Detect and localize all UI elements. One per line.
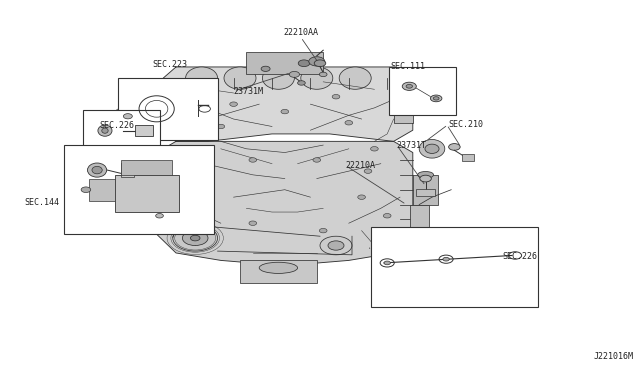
Ellipse shape: [150, 95, 161, 102]
Ellipse shape: [116, 108, 127, 115]
Ellipse shape: [449, 144, 460, 150]
Ellipse shape: [281, 109, 289, 114]
Bar: [371, 227, 538, 307]
Ellipse shape: [384, 261, 390, 265]
Ellipse shape: [161, 108, 172, 115]
Ellipse shape: [298, 60, 310, 67]
Ellipse shape: [430, 95, 442, 102]
Text: J221016M: J221016M: [594, 352, 634, 361]
Ellipse shape: [127, 95, 139, 102]
Ellipse shape: [249, 221, 257, 225]
Ellipse shape: [383, 214, 391, 218]
Ellipse shape: [92, 166, 102, 174]
Bar: [64, 145, 214, 234]
Ellipse shape: [433, 97, 439, 100]
Ellipse shape: [224, 67, 256, 89]
Ellipse shape: [418, 171, 434, 178]
Ellipse shape: [98, 125, 112, 136]
Text: 23731M: 23731M: [234, 87, 264, 96]
Polygon shape: [157, 86, 176, 123]
Ellipse shape: [156, 214, 163, 218]
Ellipse shape: [313, 158, 321, 162]
Text: 23731T: 23731T: [397, 141, 427, 150]
Polygon shape: [157, 67, 413, 141]
Ellipse shape: [309, 57, 325, 66]
Ellipse shape: [262, 67, 294, 89]
Ellipse shape: [204, 195, 212, 199]
Bar: [413, 175, 438, 205]
Bar: [115, 175, 179, 212]
Ellipse shape: [173, 225, 218, 251]
Ellipse shape: [402, 82, 417, 90]
Ellipse shape: [179, 147, 186, 151]
Bar: [240, 260, 317, 283]
Text: SEC.210: SEC.210: [448, 120, 483, 129]
Ellipse shape: [358, 195, 365, 199]
Ellipse shape: [118, 95, 170, 128]
Text: SEC.226: SEC.226: [502, 252, 538, 261]
Ellipse shape: [217, 124, 225, 129]
Ellipse shape: [406, 84, 413, 88]
Ellipse shape: [332, 94, 340, 99]
Bar: [122, 163, 134, 177]
Polygon shape: [394, 86, 413, 123]
Ellipse shape: [88, 163, 107, 177]
Ellipse shape: [345, 121, 353, 125]
Text: SEC.144: SEC.144: [24, 198, 60, 207]
Ellipse shape: [425, 144, 439, 154]
Ellipse shape: [320, 236, 352, 255]
Ellipse shape: [298, 81, 305, 85]
Ellipse shape: [127, 121, 138, 128]
Bar: [121, 160, 172, 175]
Polygon shape: [157, 141, 413, 264]
Ellipse shape: [419, 140, 445, 158]
Ellipse shape: [314, 60, 326, 67]
Bar: [83, 110, 160, 156]
Text: 22210A: 22210A: [346, 161, 376, 170]
Ellipse shape: [301, 67, 333, 89]
Ellipse shape: [150, 121, 161, 128]
Ellipse shape: [230, 102, 237, 106]
Bar: [118, 78, 218, 140]
Bar: [416, 189, 435, 196]
Ellipse shape: [249, 158, 257, 162]
Bar: [462, 154, 474, 161]
Ellipse shape: [259, 262, 298, 273]
Bar: [389, 67, 456, 115]
Bar: [89, 179, 115, 201]
Ellipse shape: [179, 214, 186, 218]
Ellipse shape: [124, 114, 132, 119]
Ellipse shape: [443, 257, 449, 261]
Bar: [246, 52, 323, 74]
Ellipse shape: [420, 175, 431, 182]
Text: SEC.111: SEC.111: [390, 62, 426, 71]
Ellipse shape: [289, 71, 300, 77]
Bar: [135, 125, 153, 136]
Text: SEC.223: SEC.223: [152, 60, 187, 69]
Ellipse shape: [328, 241, 344, 250]
Ellipse shape: [102, 128, 108, 133]
Ellipse shape: [261, 66, 270, 71]
Ellipse shape: [182, 231, 208, 246]
Ellipse shape: [198, 169, 205, 173]
Ellipse shape: [191, 235, 200, 241]
Ellipse shape: [81, 187, 91, 193]
Ellipse shape: [186, 67, 218, 89]
Ellipse shape: [364, 169, 372, 173]
Ellipse shape: [129, 102, 159, 121]
Text: SEC.226: SEC.226: [99, 121, 134, 130]
Ellipse shape: [371, 147, 378, 151]
Ellipse shape: [339, 67, 371, 89]
Ellipse shape: [319, 228, 327, 233]
Text: 22210AA: 22210AA: [284, 28, 318, 37]
Bar: [410, 205, 429, 231]
Ellipse shape: [319, 72, 327, 77]
